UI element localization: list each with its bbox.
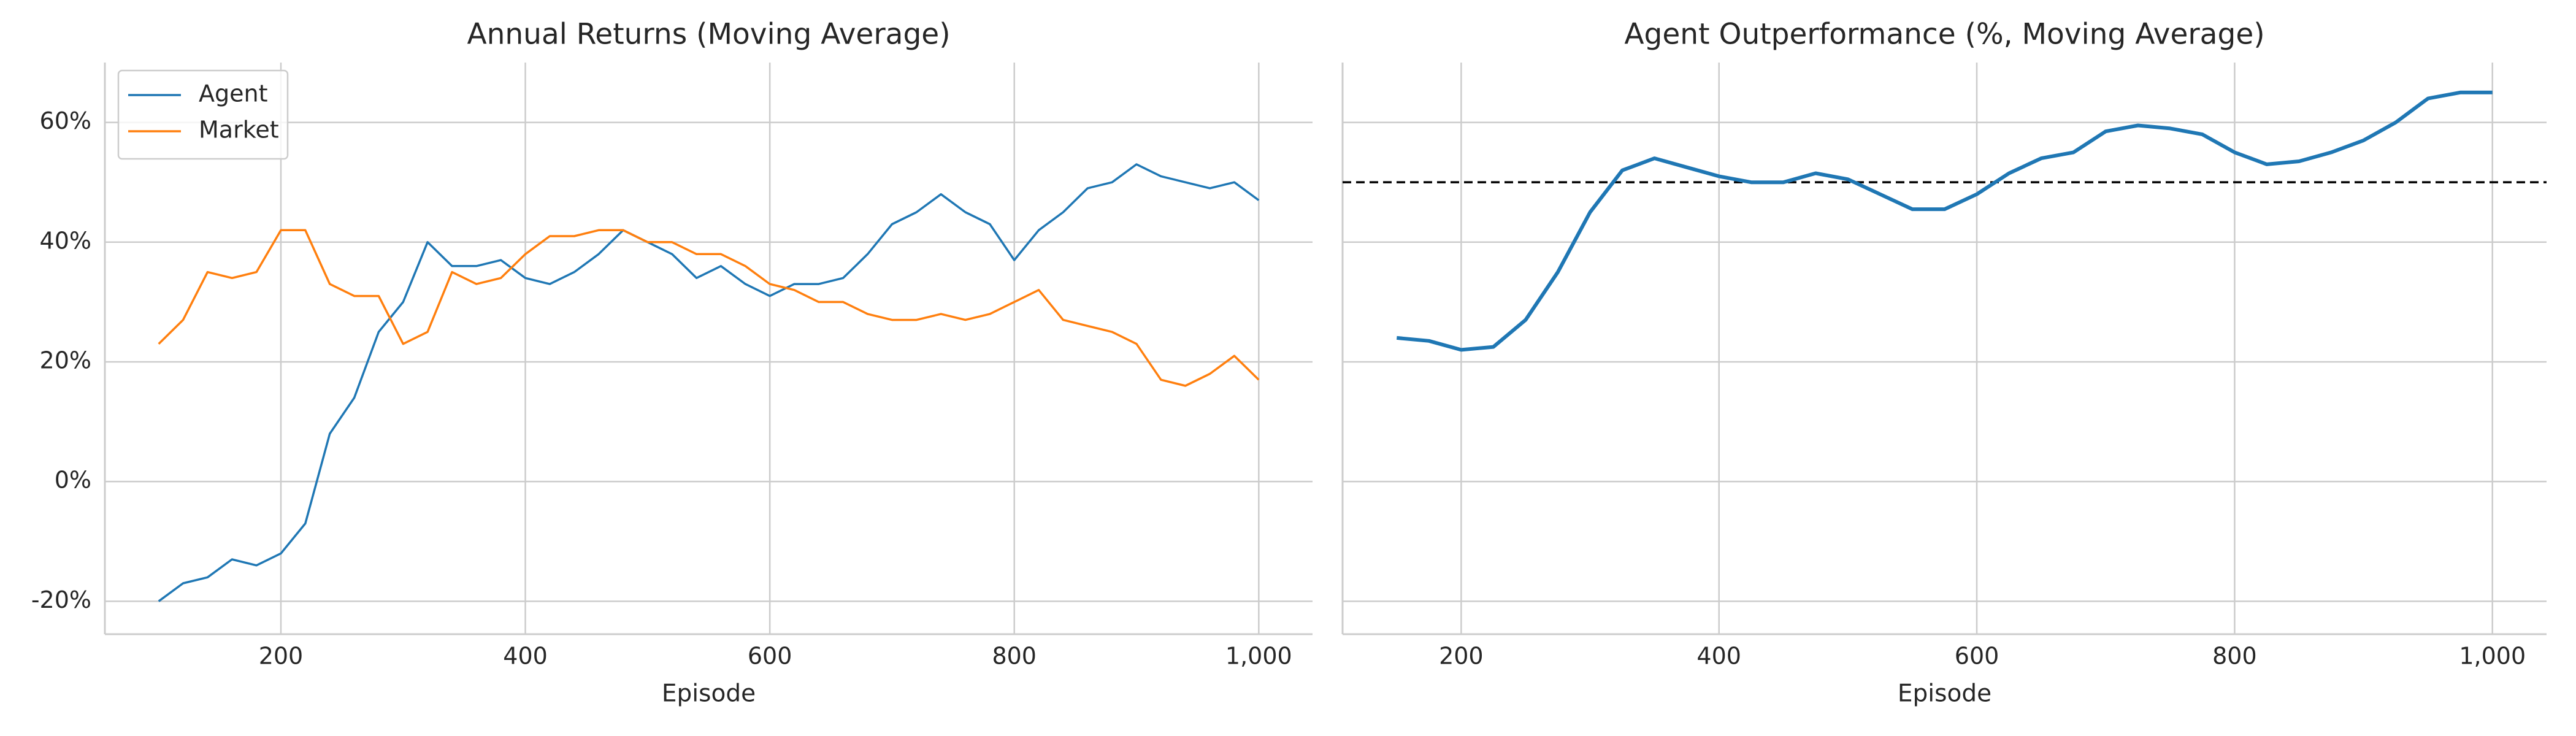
panel: 200 400 600 800 1,000 Agent Outperformance (%… — [1341, 18, 2547, 708]
chart-title: Agent Outperformance (%, Moving Average) — [1624, 18, 2264, 52]
x-tick-label: 600 — [748, 643, 792, 670]
panel: -20% 0% 20% 40% 60% 200 400 600 800 1,000 Annual R… — [31, 18, 1313, 708]
y-tick-label: -20% — [31, 586, 91, 613]
data-line — [158, 163, 1260, 602]
x-tick-label: 200 — [259, 643, 304, 670]
legend-label: Market — [199, 117, 279, 144]
x-tick-label: 400 — [1696, 643, 1741, 670]
x-axis-label: Episode — [662, 680, 756, 708]
y-tick-label: 60% — [40, 107, 91, 134]
y-tick-label: 40% — [40, 227, 91, 254]
legend-box — [117, 69, 289, 160]
x-tick-label: 800 — [2212, 643, 2257, 670]
x-tick-label: 1,000 — [1225, 643, 1292, 670]
x-tick-label: 800 — [992, 643, 1037, 670]
x-tick-label: 1,000 — [2459, 643, 2526, 670]
legend-label: Agent — [199, 80, 267, 107]
x-tick-label: 600 — [1955, 643, 1999, 670]
y-tick-label: 0% — [55, 467, 91, 494]
data-line — [158, 229, 1260, 387]
x-tick-label: 400 — [503, 643, 548, 670]
x-axis-label: Episode — [1898, 680, 1991, 708]
y-tick-label: 20% — [40, 347, 91, 374]
data-line — [1397, 90, 2493, 352]
x-tick-label: 200 — [1439, 643, 1484, 670]
chart-title: Annual Returns (Moving Average) — [467, 18, 950, 52]
